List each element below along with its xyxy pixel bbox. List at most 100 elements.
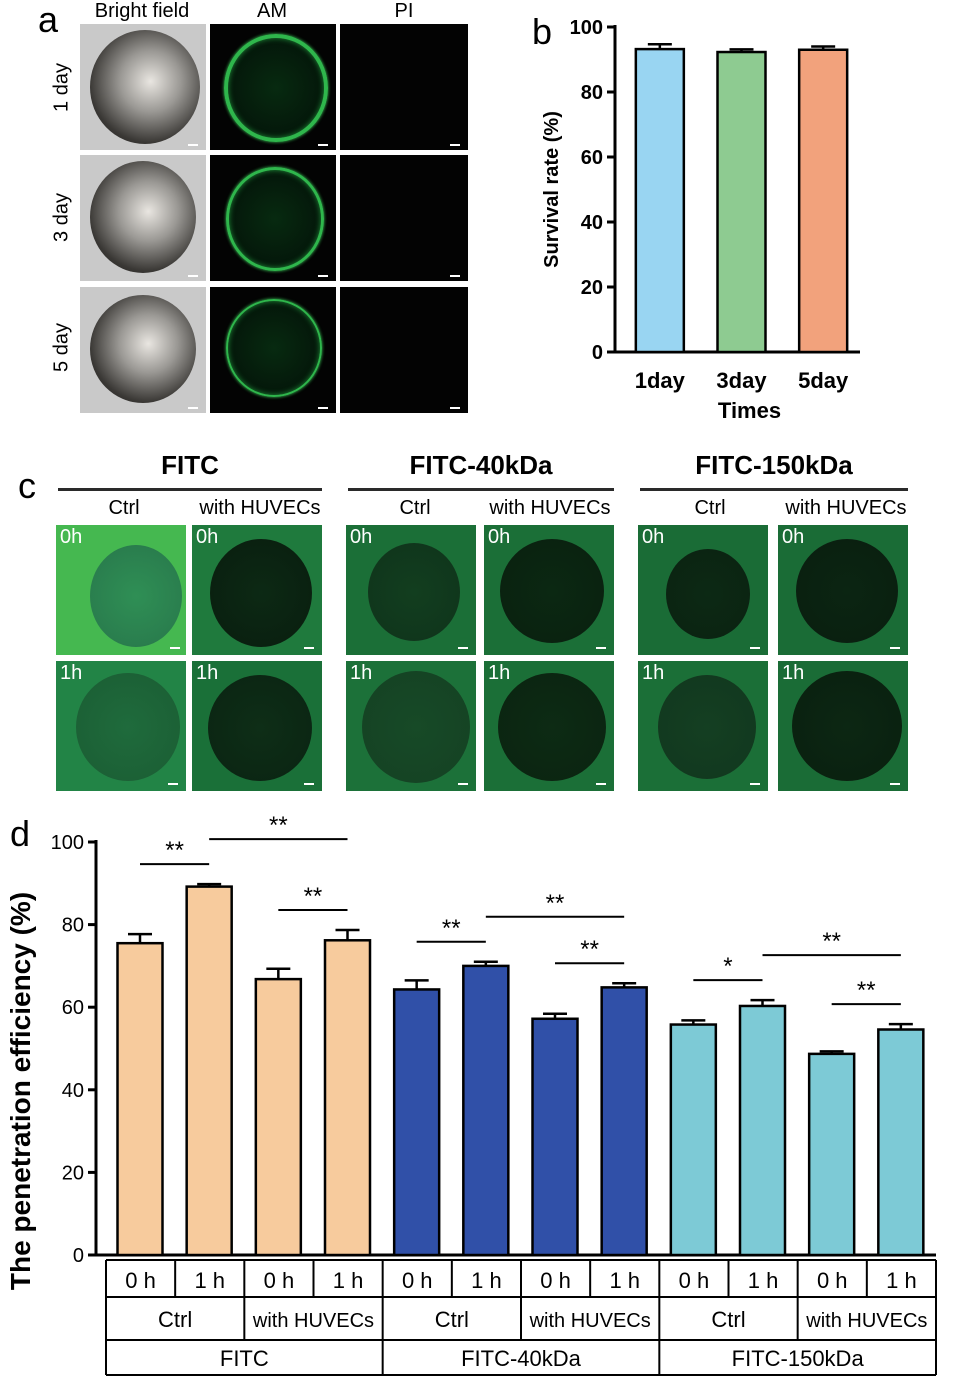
fitc-ctrl-0h-image: 0h: [56, 525, 186, 655]
pi-image-1-day: [340, 24, 468, 150]
pi-image-3-day: [340, 155, 468, 281]
survival-rate-chart: b 0 20 40 60 80 100 Survival rate (%) 1day 3day 5…: [532, 11, 860, 423]
time-label: 1h: [642, 662, 665, 684]
bar: [807, 1052, 856, 1257]
fitc-40kda-ctrl-0h-image: 0h: [346, 525, 476, 655]
time-label: 0h: [196, 526, 219, 548]
bar: [185, 885, 233, 1257]
bar: [462, 964, 510, 1257]
significance-label: **: [857, 977, 876, 1004]
bright-field-image-5-day: [80, 287, 206, 413]
row-label-1-day: 1 day: [50, 63, 73, 112]
condition-label: with HUVECs: [252, 1310, 374, 1332]
time-label: 1h: [60, 662, 83, 684]
fitc-huvecs-1h-image: 1h: [192, 661, 322, 791]
time-label: 1h: [488, 662, 511, 684]
time-tick-label: 1 h: [609, 1268, 640, 1293]
col-label-ctrl-fitc-150kda: Ctrl: [694, 497, 726, 519]
x-tick-label: 5day: [798, 368, 849, 393]
y-tick-label: 100: [570, 17, 603, 39]
group-label: FITC-40kDa: [461, 1346, 582, 1371]
group-label: FITC: [220, 1346, 269, 1371]
group-title-fitc: FITC: [161, 450, 219, 480]
bar: [600, 986, 648, 1257]
fitc-150kda-huvecs-0h-image: 0h: [778, 525, 908, 655]
col-label-huvecs-fitc-40kda: with HUVECs: [489, 497, 611, 519]
time-tick-label: 1 h: [748, 1268, 779, 1293]
col-label-am: AM: [257, 0, 287, 22]
fitc-40kda-huvecs-0h-image: 0h: [484, 525, 614, 655]
condition-label: with HUVECs: [529, 1310, 651, 1332]
row-label-3-day: 3 day: [50, 193, 73, 242]
time-tick-label: 1 h: [333, 1268, 364, 1293]
panel-b-label: b: [532, 11, 552, 52]
time-tick-label: 0 h: [679, 1268, 710, 1293]
fitc-150kda-ctrl-0h-image: 0h: [638, 525, 768, 655]
significance-label: **: [304, 883, 323, 910]
time-tick-label: 0 h: [264, 1268, 295, 1293]
fitc-150kda-ctrl-1h-image: 1h: [638, 661, 768, 791]
time-label: 0h: [350, 526, 373, 548]
condition-label: Ctrl: [435, 1307, 469, 1332]
y-tick-label: 0: [73, 1245, 84, 1267]
significance-label: **: [165, 837, 184, 864]
col-label-huvecs-fitc-150kda: with HUVECs: [785, 497, 907, 519]
bar: [669, 1023, 718, 1257]
col-label-bright-field: Bright field: [94, 0, 190, 22]
fitc-40kda-ctrl-1h-image: 1h: [346, 661, 476, 791]
time-tick-label: 0 h: [540, 1268, 571, 1293]
group-divider-fitc: [58, 488, 322, 491]
bar: [797, 48, 849, 354]
bright-field-image-3-day: [80, 155, 206, 281]
col-label-huvecs-fitc: with HUVECs: [199, 497, 321, 519]
fitc-150kda-huvecs-1h-image: 1h: [778, 661, 908, 791]
time-tick-label: 1 h: [194, 1268, 225, 1293]
bar: [634, 47, 686, 354]
y-tick-label: 0: [592, 342, 603, 364]
significance-label: **: [580, 936, 599, 963]
col-label-ctrl-fitc: Ctrl: [108, 497, 140, 519]
group-title-fitc-40kda: FITC-40kDa: [409, 450, 553, 480]
y-tick-label: 100: [51, 832, 84, 854]
group-title-fitc-150kda: FITC-150kDa: [695, 450, 853, 480]
group-divider-fitc-150kda: [640, 488, 908, 491]
y-tick-label: 60: [62, 997, 84, 1019]
bar: [116, 941, 164, 1257]
y-tick-label: 80: [581, 82, 603, 104]
time-label: 0h: [642, 526, 665, 548]
y-tick-label: 60: [581, 147, 603, 169]
y-tick-label: 20: [581, 277, 603, 299]
bright-field-image-1-day: [80, 24, 206, 150]
time-label: 0h: [60, 526, 83, 548]
y-tick-label: 40: [62, 1080, 84, 1102]
am-image-5-day: [210, 287, 336, 413]
y-tick-label: 40: [581, 212, 603, 234]
bar: [531, 1017, 579, 1257]
fitc-huvecs-0h-image: 0h: [192, 525, 322, 655]
bar: [392, 988, 441, 1257]
panel-d-label: d: [10, 813, 30, 854]
time-label: 0h: [488, 526, 511, 548]
x-tick-label: 1day: [635, 368, 686, 393]
time-label: 1h: [782, 662, 805, 684]
significance-label: **: [546, 890, 565, 917]
y-axis-title: Survival rate (%): [541, 111, 563, 268]
bar: [323, 939, 372, 1257]
bar: [877, 1028, 925, 1257]
time-tick-label: 0 h: [402, 1268, 433, 1293]
col-label-ctrl-fitc-40kda: Ctrl: [399, 497, 431, 519]
time-label: 1h: [196, 662, 219, 684]
group-label: FITC-150kDa: [732, 1346, 865, 1371]
y-axis-title: The penetration efficiency (%): [5, 892, 36, 1290]
row-label-5-day: 5 day: [50, 323, 73, 372]
pi-image-5-day: [340, 287, 468, 413]
panel-c-label: c: [18, 465, 36, 506]
am-image-3-day: [210, 155, 336, 281]
x-tick-label: 3day: [716, 368, 767, 393]
col-label-pi: PI: [394, 0, 414, 22]
y-tick-label: 80: [62, 915, 84, 937]
condition-label: Ctrl: [711, 1307, 745, 1332]
bar: [716, 50, 767, 354]
am-image-1-day: [210, 24, 336, 150]
time-tick-label: 1 h: [471, 1268, 502, 1293]
